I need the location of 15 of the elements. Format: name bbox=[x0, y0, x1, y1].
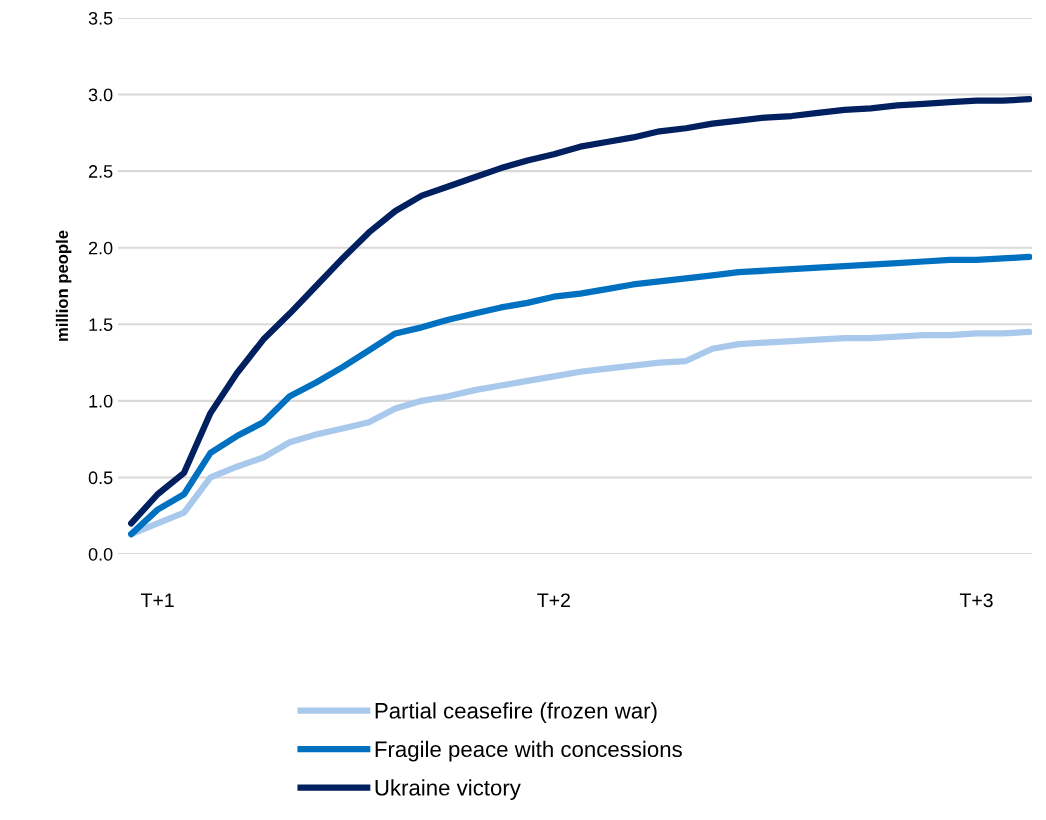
y-tick-label: 2.5 bbox=[88, 165, 113, 178]
x-tick-label: T+3 bbox=[959, 593, 993, 608]
x-tick-label: T+1 bbox=[141, 593, 174, 607]
legend-label: Ukraine victory bbox=[375, 779, 521, 800]
y-tick-label: 0.0 bbox=[88, 547, 113, 561]
y-axis-title: million people bbox=[55, 230, 72, 341]
y-tick-label: 2.0 bbox=[88, 241, 113, 255]
y-tick-label: 0.5 bbox=[88, 471, 113, 485]
legend-label: Partial ceasefire (frozen war) bbox=[375, 702, 657, 723]
y-tick-label: 1.0 bbox=[89, 394, 113, 408]
y-tick-label: 3.0 bbox=[88, 88, 113, 102]
y-tick-label: 1.5 bbox=[89, 318, 113, 332]
x-tick-label: T+2 bbox=[537, 593, 570, 607]
y-tick-label: 3.5 bbox=[88, 11, 113, 25]
legend-label: Fragile peace with concessions bbox=[375, 740, 682, 762]
